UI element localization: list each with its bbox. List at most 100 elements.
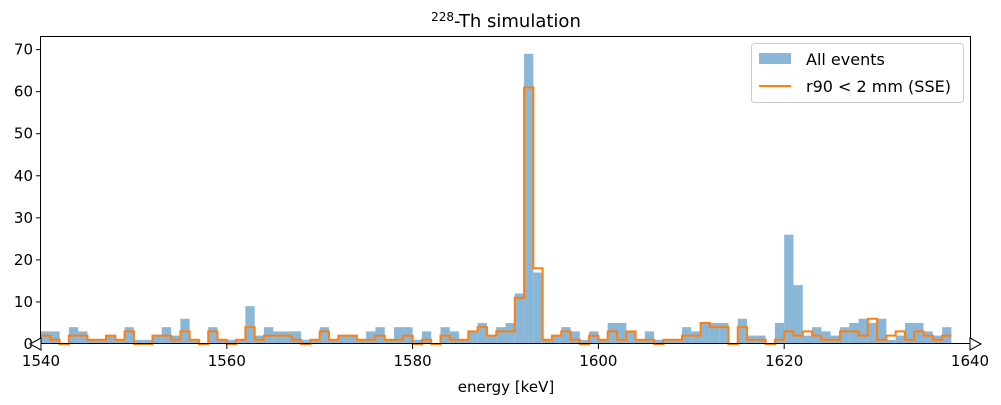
histogram-bar — [486, 335, 497, 344]
histogram-bar — [691, 331, 701, 344]
histogram-bar — [542, 339, 552, 344]
histogram-bar — [41, 331, 51, 344]
histogram-bar — [394, 327, 404, 344]
histogram-bar — [923, 331, 933, 344]
histogram-bar — [616, 322, 627, 344]
histogram-bar — [347, 335, 357, 344]
title-superscript: 228 — [431, 10, 454, 24]
histogram-bar — [505, 322, 515, 344]
left-overflow-arrow-icon — [28, 337, 42, 351]
y-tick-label: 50 — [14, 125, 33, 143]
histogram-bar — [273, 331, 283, 344]
histogram-bar — [106, 335, 116, 344]
histogram-bar — [226, 339, 237, 344]
histogram-bar — [356, 339, 367, 344]
legend-label-sse: r90 < 2 mm (SSE) — [806, 77, 951, 96]
histogram-bar — [886, 339, 896, 344]
histogram-bar — [115, 339, 125, 344]
histogram-bar — [719, 322, 729, 344]
y-tick-label: 10 — [14, 293, 33, 311]
histogram-bar — [644, 331, 655, 344]
histogram-bar — [598, 339, 608, 344]
histogram-bar — [589, 331, 599, 344]
x-tick-label: 1640 — [951, 352, 989, 370]
histogram-bar — [514, 293, 525, 344]
histogram-bar — [858, 318, 868, 344]
legend-label-all-events: All events — [806, 50, 885, 69]
histogram-bar — [839, 327, 850, 344]
histogram-bar — [124, 327, 134, 344]
histogram-bar — [301, 339, 311, 344]
y-tick-label: 30 — [14, 209, 33, 227]
plot-frame — [40, 36, 971, 344]
histogram-bar — [477, 322, 487, 344]
histogram-bar — [282, 331, 292, 344]
histogram-bar — [459, 339, 469, 344]
histogram-bar — [561, 327, 571, 344]
histogram-bar — [579, 339, 590, 344]
histogram-bar — [709, 322, 720, 344]
y-tick-label: 40 — [14, 167, 33, 185]
histogram-bar — [384, 339, 395, 344]
histogram-bar — [877, 318, 887, 344]
histogram-bar — [291, 331, 302, 344]
right-overflow-arrow-icon — [969, 337, 983, 351]
histogram-bar — [895, 335, 905, 344]
histogram-bar — [626, 331, 636, 344]
x-tick-label: 1620 — [765, 352, 803, 370]
histogram-bar — [607, 322, 617, 344]
histogram-bar — [570, 331, 580, 344]
x-tick-label: 1540 — [22, 352, 60, 370]
histogram-bar — [672, 339, 683, 344]
histogram-bar — [143, 339, 153, 344]
sse-step-line — [41, 86, 952, 345]
chart-title: 228-Th simulation — [431, 10, 581, 32]
histogram-bar — [496, 327, 506, 344]
histogram-bar — [737, 318, 748, 344]
histogram-bar — [784, 234, 794, 344]
histogram-bar — [96, 339, 107, 344]
y-tick-label: 60 — [14, 83, 33, 101]
y-tick-label: 70 — [14, 41, 33, 59]
x-axis-label: energy [keV] — [458, 378, 554, 396]
histogram-bar — [524, 53, 534, 344]
x-axis-ticks: 1540 1560 1580 1600 1620 1640 — [22, 344, 989, 370]
x-tick-label: 1560 — [208, 352, 246, 370]
histogram-bar — [793, 285, 803, 344]
y-tick-label: 0 — [23, 335, 33, 353]
legend-box — [751, 43, 964, 103]
histogram-bar — [449, 331, 460, 344]
histogram-bar — [208, 327, 218, 344]
y-axis-ticks: 0 10 20 30 40 50 60 70 — [14, 41, 41, 353]
histogram-bar — [914, 322, 924, 344]
histogram-bar — [338, 335, 348, 344]
histogram-bar — [663, 339, 673, 344]
histogram-bar — [468, 331, 478, 344]
sse-step-series — [41, 86, 952, 345]
histogram-bar — [802, 335, 813, 344]
histogram-bar — [133, 339, 144, 344]
histogram-bar — [533, 272, 543, 344]
histogram-bar — [87, 339, 97, 344]
histogram-bar — [328, 339, 339, 344]
histogram-bar — [152, 335, 162, 344]
histogram-bar — [412, 339, 422, 344]
histogram-bar — [635, 339, 645, 344]
histogram-bar — [421, 331, 432, 344]
histogram-bar — [774, 322, 785, 344]
histogram-bar — [236, 339, 246, 344]
histogram-bar — [189, 339, 199, 344]
legend: All events r90 < 2 mm (SSE) — [751, 43, 964, 103]
x-tick-label: 1580 — [394, 352, 432, 370]
histogram-bar — [700, 322, 710, 344]
y-tick-label: 20 — [14, 251, 33, 269]
histogram-bar — [78, 331, 88, 344]
histogram-bar — [319, 327, 329, 344]
histogram-bar — [867, 322, 878, 344]
histogram-bar — [654, 339, 664, 344]
x-tick-label: 1600 — [579, 352, 617, 370]
legend-swatch-all-events — [759, 53, 791, 64]
histogram-bar — [50, 331, 60, 344]
histogram-bar — [821, 331, 831, 344]
